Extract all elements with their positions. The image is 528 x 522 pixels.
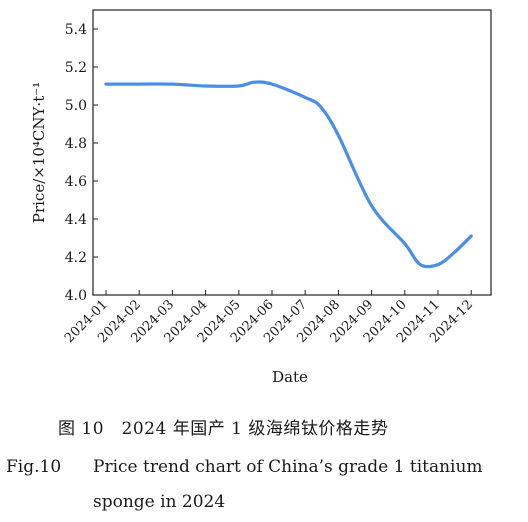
figure-caption-english-line2: sponge in 2024 xyxy=(93,492,226,512)
y-tick-label: 4.0 xyxy=(65,288,87,304)
x-axis: 2024-012024-022024-032024-042024-052024-… xyxy=(62,290,476,346)
y-tick-label: 5.4 xyxy=(65,22,87,38)
y-tick-label: 4.2 xyxy=(65,250,87,266)
x-axis-label: Date xyxy=(272,368,308,386)
y-tick-label: 4.8 xyxy=(65,136,87,152)
y-tick-label: 4.6 xyxy=(65,174,87,190)
y-tick-label: 5.0 xyxy=(65,98,87,114)
price-trend-chart: 4.0 4.2 4.4 4.6 4.8 5.0 5.2 5.4 2024-012024-022… xyxy=(30,9,492,386)
y-tick-label: 5.2 xyxy=(65,60,87,76)
price-series-line xyxy=(104,80,473,269)
figure-caption-chinese: 图 10 2024 年国产 1 级海绵钛价格走势 xyxy=(58,419,389,439)
plot-frame xyxy=(92,9,492,296)
y-axis: 4.0 4.2 4.4 4.6 4.8 5.0 5.2 5.4 xyxy=(65,22,98,304)
figure-caption-label: Fig.10 xyxy=(6,457,62,477)
figure-caption-english-line1: Price trend chart of China’s grade 1 tit… xyxy=(93,457,483,477)
series-group xyxy=(104,80,473,269)
y-tick-label: 4.4 xyxy=(65,212,87,228)
y-axis-label: Price/×10⁴CNY·t⁻¹ xyxy=(30,82,48,223)
plot-border xyxy=(92,9,492,296)
